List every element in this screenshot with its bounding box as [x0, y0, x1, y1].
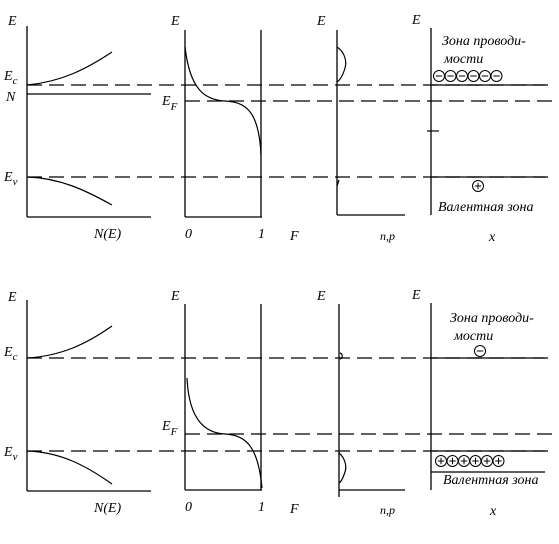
top-n-label: N [5, 90, 16, 105]
bottom-np-axis-label: n,p [380, 503, 395, 517]
bottom-electrons [474, 345, 486, 357]
electron-symbol [474, 345, 486, 357]
hole-symbol [435, 455, 447, 467]
top-dashed-lines [27, 84, 553, 178]
top-np-axis-label: n,p [380, 229, 395, 243]
bottom-one-tick-label: 1 [258, 500, 265, 515]
electron-symbol [467, 70, 480, 82]
top-fermi-energy-axis-label: E [170, 14, 180, 29]
top-band-panel: E Зона проводи- мости Валентная зона x [411, 13, 545, 245]
bottom-fermi-panel: E EF 0 1 F [161, 289, 299, 517]
top-ef-label: EF [161, 94, 178, 113]
top-valence-zone-label: Валентная зона [438, 200, 533, 215]
bottom-band-panel: E Зона проводи- мости Валентная зона x [411, 288, 545, 519]
top-carrier-panel: E n,p [316, 14, 405, 243]
bottom-zero-tick-label: 0 [185, 500, 192, 515]
bottom-dashed-lines [27, 357, 553, 452]
bottom-ev-label: Ev [3, 445, 18, 463]
hole-symbol [458, 455, 470, 467]
bottom-f-axis-label: F [289, 502, 299, 517]
electron-symbol [456, 70, 468, 82]
electron-symbol [490, 70, 503, 82]
electron-symbol [433, 70, 445, 82]
top-one-tick-label: 1 [258, 227, 265, 242]
bottom-hole-distribution [338, 452, 347, 484]
bottom-band-energy-axis-label: E [411, 288, 421, 303]
top-dos-panel: E Ec N Ev N(E) [3, 14, 151, 242]
top-electrons [433, 70, 503, 82]
hole-symbol [446, 455, 459, 467]
bottom-conduction-dos-curve [26, 325, 113, 359]
hole-symbol [481, 455, 493, 467]
top-conduction-dos-curve [26, 51, 113, 86]
bottom-holes [435, 455, 505, 467]
bottom-row: E Ec Ev N(E) E EF 0 1 F E n,p [3, 288, 553, 519]
bottom-dos-axis-label: N(E) [93, 501, 122, 516]
bottom-conduction-zone-label-line2: мости [453, 329, 493, 344]
top-ec-label: Ec [3, 69, 18, 87]
bottom-carrier-energy-axis-label: E [316, 289, 326, 304]
top-f-axis-label: F [289, 229, 299, 244]
top-ev-label: Ev [3, 170, 18, 188]
top-carrier-energy-axis-label: E [316, 14, 326, 29]
top-band-energy-axis-label: E [411, 13, 421, 28]
top-hole-distribution [336, 179, 340, 187]
bottom-conduction-zone-label-line1: Зона проводи- [450, 311, 534, 326]
top-fermi-curve [184, 46, 262, 156]
bottom-x-axis-label: x [489, 504, 497, 519]
top-holes [472, 180, 484, 192]
top-dos-axis-label: N(E) [93, 227, 122, 242]
top-conduction-zone-label-line2: мости [443, 52, 483, 67]
bottom-ec-label: Ec [3, 345, 18, 363]
bottom-electron-distribution [339, 352, 343, 360]
electron-symbol [444, 70, 457, 82]
bottom-carrier-panel: E n,p [316, 289, 405, 517]
top-fermi-panel: E EF 0 1 F [161, 14, 299, 244]
top-x-axis-label: x [488, 230, 496, 245]
top-row: E Ec N Ev N(E) E EF 0 1 F E n,p [3, 13, 553, 245]
bottom-dos-energy-axis-label: E [7, 290, 17, 305]
top-electron-distribution [336, 46, 347, 83]
bottom-valence-dos-curve [26, 450, 113, 485]
hole-symbol [469, 455, 482, 467]
hole-symbol [492, 455, 505, 467]
electron-symbol [479, 70, 491, 82]
bottom-ef-label: EF [161, 419, 178, 438]
top-conduction-zone-label-line1: Зона проводи- [442, 34, 526, 49]
bottom-fermi-energy-axis-label: E [170, 289, 180, 304]
hole-symbol [472, 180, 484, 192]
top-dos-energy-axis-label: E [7, 14, 17, 29]
bottom-valence-zone-label: Валентная зона [443, 473, 538, 488]
bottom-fermi-curve [186, 377, 263, 489]
top-zero-tick-label: 0 [185, 227, 192, 242]
bottom-dos-panel: E Ec Ev N(E) [3, 290, 151, 516]
top-valence-dos-curve [26, 176, 113, 206]
